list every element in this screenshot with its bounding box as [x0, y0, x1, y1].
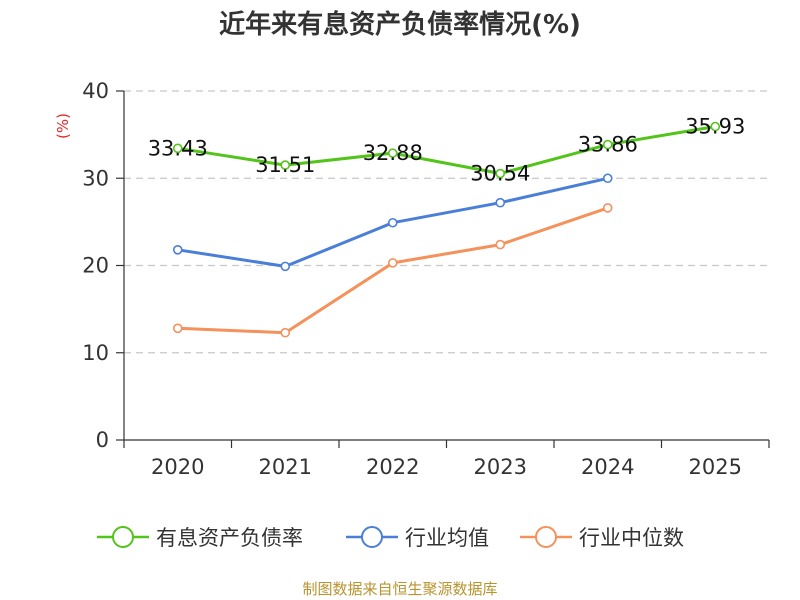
data-point [172, 323, 183, 334]
chart-title: 近年来有息资产负债率情况(%) [219, 9, 581, 40]
x-tick-label: 2024 [581, 455, 634, 479]
x-tick-label: 2020 [151, 455, 204, 479]
x-tick-label: 2023 [474, 455, 527, 479]
data-point [280, 327, 291, 338]
legend-label: 行业均值 [405, 526, 489, 550]
y-tick-label: 40 [82, 79, 109, 103]
series-group [172, 121, 721, 338]
legend-marker [361, 526, 383, 548]
legend-marker [535, 526, 557, 548]
data-label: 33.43 [148, 136, 208, 160]
y-axis-unit: (%) [54, 113, 72, 139]
data-point [387, 148, 398, 158]
data-point [387, 217, 398, 228]
gridlines [124, 90, 769, 354]
data-point [495, 239, 506, 250]
data-point [172, 143, 183, 154]
y-tick-label: 30 [82, 166, 109, 190]
data-point [602, 173, 613, 184]
data-label: 30.54 [470, 162, 530, 186]
axes: 0 10 20 30 40 2020 2021 2022 2023 2024 2025 [82, 79, 770, 479]
data-label: 32.88 [363, 141, 423, 165]
data-label: 35.93 [685, 115, 745, 139]
x-tick-label: 2021 [259, 455, 312, 479]
legend-label: 行业中位数 [579, 526, 684, 550]
data-point [387, 258, 398, 268]
data-point [602, 139, 613, 150]
y-tick-label: 10 [82, 341, 109, 365]
y-tick-label: 0 [96, 428, 109, 452]
legend-label: 有息资产负债率 [156, 526, 303, 550]
data-label: 33.86 [578, 133, 638, 157]
x-tick-label: 2025 [689, 455, 742, 479]
data-point [602, 203, 613, 213]
data-point [495, 197, 506, 208]
y-tick-label: 20 [82, 254, 109, 278]
data-label: 31.51 [255, 153, 315, 177]
data-point [280, 261, 291, 272]
source-note: 制图数据来自恒生聚源数据库 [302, 580, 497, 598]
data-labels: 33.43 31.51 32.88 30.54 33.86 35.93 [148, 115, 746, 186]
data-point [172, 244, 183, 255]
series-line [177, 125, 716, 175]
x-tick-label: 2022 [366, 455, 419, 479]
data-point [280, 160, 291, 170]
legend: 有息资产负债率 行业均值 行业中位数 [97, 526, 684, 550]
data-point [710, 121, 721, 132]
data-point [495, 168, 506, 179]
legend-marker [112, 526, 134, 548]
